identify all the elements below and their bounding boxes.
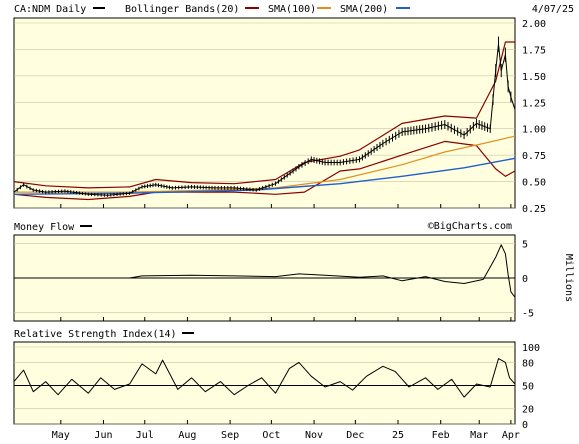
x-tick-label: 25 xyxy=(392,430,404,441)
x-axis: May Jun Jul Aug Sep Oct Nov Dec 25 Feb Mar Apr xyxy=(52,204,520,441)
mf-y-tick-label: 0 xyxy=(522,274,528,285)
money-flow-series-group xyxy=(14,244,516,298)
chart-header: CA:NDM Daily Bollinger Bands(20) SMA(100… xyxy=(14,4,574,15)
bigcharts-watermark: ©BigCharts.com xyxy=(428,221,512,232)
rsi-y-axis: 100 80 50 20 0 xyxy=(522,343,540,431)
price-y-tick-label: 0.75 xyxy=(522,151,546,162)
mf-y-tick-label: -5 xyxy=(522,309,534,320)
rsi-grid xyxy=(14,346,515,425)
x-tick-label: Jun xyxy=(94,430,112,441)
price-y-tick-label: 1.25 xyxy=(522,98,546,109)
mf-y-tick-label: 5 xyxy=(522,239,528,250)
money-flow-ylabel: Millions xyxy=(563,254,574,302)
rsi-y-tick-label: 80 xyxy=(522,358,534,369)
legend-sma100-label: SMA(100) xyxy=(268,4,316,15)
rsi-y-tick-label: 0 xyxy=(522,420,528,431)
bollinger-lower-line xyxy=(13,140,516,201)
sma100-line xyxy=(14,135,516,193)
rsi-title: Relative Strength Index(14) xyxy=(14,329,177,340)
price-y-tick-label: 0.50 xyxy=(522,178,546,189)
price-grid xyxy=(14,22,515,209)
rsi-y-tick-label: 100 xyxy=(522,343,540,354)
price-panel xyxy=(13,17,516,209)
x-tick-label: Dec xyxy=(346,430,364,441)
money-flow-y-axis: 5 0 -5 xyxy=(522,239,534,319)
bollinger-upper-line xyxy=(13,41,515,189)
x-tick-label: Mar xyxy=(470,430,488,441)
money-flow-title: Money Flow xyxy=(14,222,75,233)
x-tick-label: Oct xyxy=(262,430,280,441)
x-tick-label: Jul xyxy=(136,430,154,441)
price-series-group xyxy=(13,36,516,201)
price-y-axis: 2.00 1.75 1.50 1.25 1.00 0.75 0.50 0.25 xyxy=(522,19,546,215)
price-y-tick-label: 1.00 xyxy=(522,125,546,136)
legend-sma200-label: SMA(200) xyxy=(340,4,388,15)
money-flow-line xyxy=(14,244,516,298)
symbol-label: CA:NDM Daily xyxy=(14,4,86,15)
price-y-tick-label: 2.00 xyxy=(522,19,546,30)
x-tick-label: Feb xyxy=(432,430,450,441)
price-y-tick-label: 1.75 xyxy=(522,45,546,56)
x-tick-label: Sep xyxy=(221,430,239,441)
x-tick-label: Aug xyxy=(178,430,196,441)
chart-date: 4/07/25 xyxy=(532,4,574,15)
rsi-panel xyxy=(13,341,516,425)
x-tick-label: May xyxy=(52,430,70,441)
x-tick-label: Nov xyxy=(305,430,323,441)
rsi-line xyxy=(13,358,516,398)
price-y-tick-label: 1.50 xyxy=(522,72,546,83)
rsi-y-tick-label: 50 xyxy=(522,382,534,393)
rsi-y-tick-label: 20 xyxy=(522,405,534,416)
price-y-tick-label: 0.25 xyxy=(522,204,546,215)
rsi-series-group xyxy=(13,358,516,398)
x-tick-label: Apr xyxy=(502,430,520,441)
legend-bollinger-label: Bollinger Bands(20) xyxy=(125,4,239,15)
